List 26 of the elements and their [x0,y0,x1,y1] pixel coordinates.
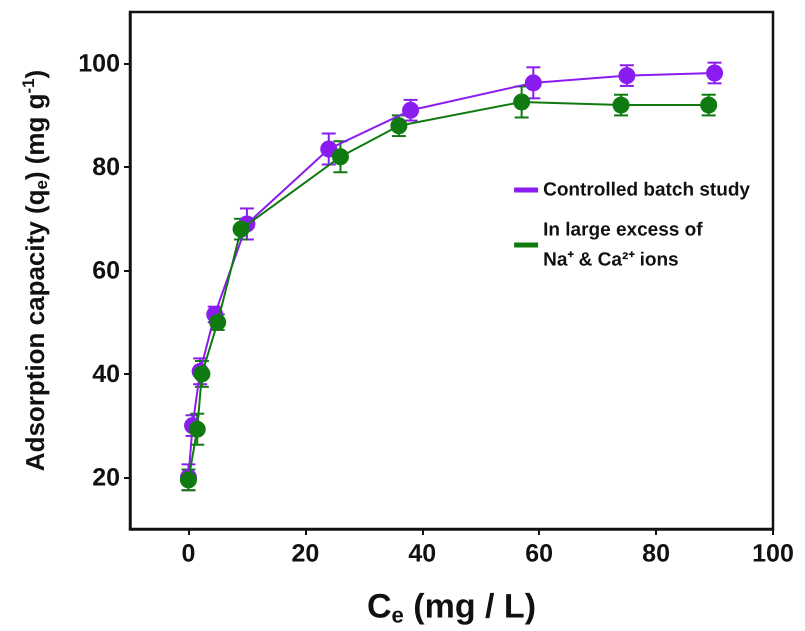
point [232,220,250,238]
x-tick-label: 40 [408,540,436,568]
point [706,64,724,82]
y-tick-label: 20 [92,463,120,492]
legend-label: Controlled batch study [543,180,750,200]
point [390,117,408,134]
x-tick-label: 0 [182,540,196,568]
point [402,102,420,119]
point [513,93,530,110]
point [700,96,718,114]
point [612,96,630,114]
y-tick-label: 100 [78,50,120,78]
legend-label: In large excess of Na⁺ & Ca²⁺ ions [543,220,704,270]
point [618,67,636,84]
y-tick-label: 40 [92,360,120,388]
point [332,148,349,166]
x-tick-label: 80 [642,540,670,568]
y-axis-title: Adsorption capacity (qe) (mg g-1) [19,70,51,472]
x-tick-label: 20 [291,540,320,568]
x-tick-label: 100 [752,540,794,568]
point [524,74,542,92]
point [188,420,206,438]
point [320,140,338,158]
y-tick-label: 80 [92,153,120,182]
x-tick-label: 60 [525,540,554,568]
y-tick-label: 60 [92,256,120,284]
